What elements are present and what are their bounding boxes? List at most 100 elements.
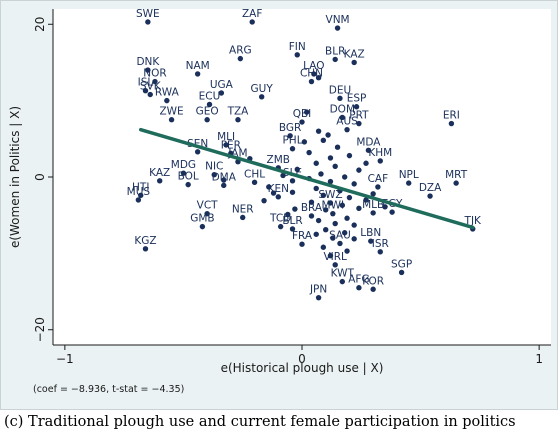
data-point bbox=[135, 197, 142, 203]
data-point bbox=[406, 180, 412, 186]
data-point bbox=[251, 179, 258, 186]
data-point bbox=[323, 207, 329, 213]
x-axis-title: e(Historical plough use | X) bbox=[221, 361, 384, 375]
data-point bbox=[427, 193, 433, 199]
data-point bbox=[334, 25, 341, 31]
point-label: DNK bbox=[136, 56, 160, 68]
data-point bbox=[370, 191, 376, 197]
data-point bbox=[147, 91, 153, 98]
data-point bbox=[337, 95, 343, 102]
data-point bbox=[330, 235, 336, 241]
point-label: ECU bbox=[199, 90, 221, 102]
data-point bbox=[334, 144, 341, 150]
point-label: PER bbox=[221, 139, 241, 151]
data-point bbox=[199, 223, 206, 230]
point-label: LAO bbox=[303, 60, 324, 72]
data-point bbox=[240, 214, 246, 221]
data-point bbox=[249, 19, 255, 25]
data-point bbox=[275, 194, 281, 200]
data-point bbox=[308, 78, 315, 85]
data-point bbox=[370, 210, 376, 216]
data-point bbox=[308, 199, 315, 205]
data-point bbox=[237, 55, 244, 62]
data-point bbox=[344, 248, 350, 254]
data-point bbox=[223, 142, 229, 148]
point-label: MUS bbox=[127, 186, 151, 198]
figure-panel: −20 0 20 −1 0 1 SWE ZAF VNM DNK NOR NAM ARG FIN BLR K… bbox=[0, 0, 558, 410]
point-label: MLB bbox=[362, 199, 384, 211]
point-label: PHL bbox=[282, 135, 302, 147]
point-label: DZA bbox=[419, 182, 442, 194]
data-point bbox=[377, 158, 383, 164]
data-point bbox=[304, 109, 310, 115]
data-point bbox=[204, 117, 210, 123]
data-point bbox=[277, 223, 284, 230]
point-label: JPN bbox=[309, 284, 327, 296]
data-point bbox=[323, 226, 329, 233]
data-point bbox=[351, 181, 357, 187]
data-point bbox=[332, 220, 338, 227]
point-label: GEO bbox=[196, 106, 219, 118]
data-point bbox=[377, 249, 383, 255]
data-point bbox=[327, 178, 334, 185]
fit-line bbox=[138, 127, 475, 230]
data-point bbox=[356, 167, 362, 173]
data-point bbox=[145, 67, 151, 73]
data-point bbox=[285, 211, 291, 218]
data-point bbox=[353, 104, 360, 110]
data-point bbox=[448, 120, 455, 127]
point-label: VCT bbox=[197, 200, 219, 212]
data-point bbox=[356, 285, 362, 291]
point-label: ISL bbox=[138, 77, 154, 89]
point-label: MLI bbox=[217, 131, 235, 143]
point-label: KOR bbox=[362, 275, 384, 287]
point-label: KHM bbox=[368, 147, 392, 159]
data-point bbox=[330, 210, 336, 217]
data-point bbox=[320, 244, 327, 250]
data-point bbox=[194, 71, 201, 77]
data-point bbox=[270, 190, 277, 196]
point-label: BLR bbox=[325, 45, 345, 57]
data-point bbox=[315, 294, 322, 301]
point-label: CHN bbox=[300, 68, 323, 80]
figure-caption: (c) Traditional plough use and current f… bbox=[4, 414, 516, 430]
data-point bbox=[168, 117, 175, 123]
data-point bbox=[332, 56, 338, 63]
point-label: VNM bbox=[326, 14, 350, 26]
x-axis: −1 0 1 bbox=[53, 344, 551, 366]
point-label: NER bbox=[232, 203, 254, 215]
data-point bbox=[351, 236, 357, 242]
data-point bbox=[299, 119, 305, 125]
data-point bbox=[327, 155, 334, 161]
data-point bbox=[339, 114, 346, 121]
point-label: HTI bbox=[132, 181, 149, 193]
data-point bbox=[339, 202, 346, 208]
point-label: KWT bbox=[331, 268, 355, 280]
point-label: AFG bbox=[348, 274, 369, 286]
point-label: CAF bbox=[368, 173, 389, 185]
data-point bbox=[315, 217, 322, 224]
data-point bbox=[332, 262, 338, 268]
point-label: DMA bbox=[212, 171, 237, 183]
point-label: ERI bbox=[443, 110, 460, 122]
data-point bbox=[315, 128, 322, 134]
data-point bbox=[266, 184, 272, 190]
y-axis-title: e(Women in Politics | X) bbox=[8, 106, 22, 248]
point-label: GMB bbox=[190, 213, 214, 225]
point-label: BLR bbox=[282, 215, 302, 227]
point-label: LBN bbox=[360, 227, 381, 239]
data-point bbox=[356, 205, 362, 212]
data-point bbox=[339, 278, 346, 285]
data-point bbox=[206, 101, 213, 108]
point-label: ZMB bbox=[267, 154, 290, 166]
point-label: KAZ bbox=[149, 167, 170, 179]
point-label: DEU bbox=[329, 84, 351, 96]
data-point bbox=[152, 78, 158, 85]
point-label: NOR bbox=[143, 68, 166, 80]
data-point bbox=[363, 197, 369, 203]
point-label: GUY bbox=[251, 83, 274, 95]
data-point bbox=[308, 213, 315, 219]
data-point bbox=[235, 117, 241, 123]
data-point bbox=[365, 147, 372, 153]
point-label: VIRL bbox=[323, 251, 347, 263]
